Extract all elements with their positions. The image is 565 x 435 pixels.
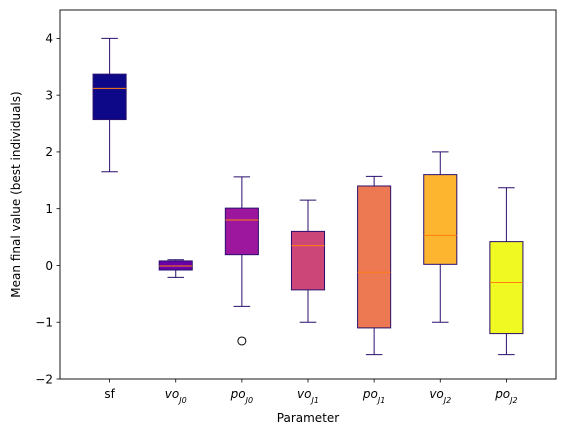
y-tick-label: −1: [35, 316, 53, 330]
x-tick-label: poJ1: [362, 387, 385, 405]
box-group-5: [357, 175, 392, 356]
box-iqr: [224, 207, 259, 256]
box-group-2: [158, 259, 193, 278]
y-tick-label: 4: [45, 32, 53, 46]
x-tick-label: poJ0: [230, 387, 253, 405]
ticks-layer: −2 −1 0 1 2 3 4 sf voJ0 poJ0 voJ1 poJ1 voJ2 poJ2: [35, 32, 517, 405]
box-group-6: [423, 151, 458, 323]
y-tick-label: 0: [45, 259, 53, 273]
box-iqr: [357, 185, 392, 329]
x-tick-label: sf: [104, 387, 115, 401]
box-iqr: [158, 260, 193, 271]
box-group-4: [290, 199, 326, 323]
y-tick-label: 1: [45, 202, 53, 216]
box-group-3: [224, 176, 259, 346]
flier-point: [237, 336, 247, 346]
x-tick-label: voJ2: [429, 387, 451, 405]
y-axis-title: Mean final value (best individuals): [9, 91, 23, 297]
box-iqr: [489, 241, 524, 335]
box-iqr: [92, 73, 127, 121]
x-tick-label: voJ0: [165, 387, 187, 405]
y-tick-label: 3: [45, 88, 53, 102]
marks-layer: [92, 37, 524, 356]
box-iqr: [290, 230, 326, 291]
y-tick-label: 2: [45, 145, 53, 159]
plot-frame: [59, 9, 557, 380]
box-iqr: [423, 174, 458, 265]
box-group-7: [489, 187, 524, 356]
x-axis-title: Parameter: [277, 411, 339, 425]
box-group-1: [92, 37, 127, 173]
x-tick-label: voJ1: [297, 387, 319, 405]
y-tick-label: −2: [35, 372, 53, 386]
x-tick-label: poJ2: [494, 387, 517, 405]
